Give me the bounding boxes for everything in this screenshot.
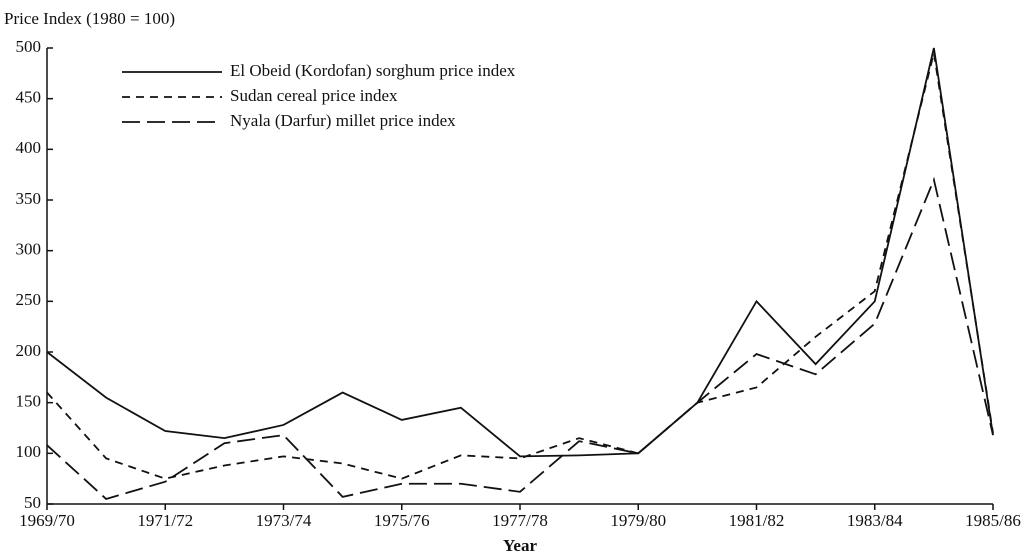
series-line [46, 176, 994, 500]
x-tick-label: 1971/72 [137, 511, 193, 530]
y-tick-label: 200 [16, 341, 42, 360]
x-tick-label: 1979/80 [610, 511, 666, 530]
x-axis-label: Year [503, 536, 537, 555]
y-tick-label: 50 [24, 493, 41, 512]
x-tick-label: 1981/82 [729, 511, 785, 530]
y-tick-label: 300 [16, 240, 42, 259]
x-tick-label: 1983/84 [847, 511, 903, 530]
y-tick-label: 100 [16, 442, 42, 461]
legend-label: Sudan cereal price index [230, 86, 398, 105]
x-tick-label: 1985/86 [965, 511, 1021, 530]
y-tick-label: 150 [16, 392, 42, 411]
x-tick-label: 1975/76 [374, 511, 430, 530]
y-tick-label: 350 [16, 189, 42, 208]
series-line [46, 47, 994, 458]
y-tick-label: 400 [16, 138, 42, 157]
y-tick-label: 450 [16, 88, 42, 107]
chart-title: Price Index (1980 = 100) [4, 9, 175, 28]
x-tick-label: 1973/74 [256, 511, 312, 530]
legend-label: El Obeid (Kordofan) sorghum price index [230, 61, 516, 80]
legend-label: Nyala (Darfur) millet price index [230, 111, 456, 130]
y-tick-label: 250 [16, 290, 42, 309]
x-tick-label: 1969/70 [19, 511, 75, 530]
y-tick-label: 500 [16, 37, 42, 56]
series-line [46, 52, 994, 480]
x-tick-label: 1977/78 [492, 511, 548, 530]
